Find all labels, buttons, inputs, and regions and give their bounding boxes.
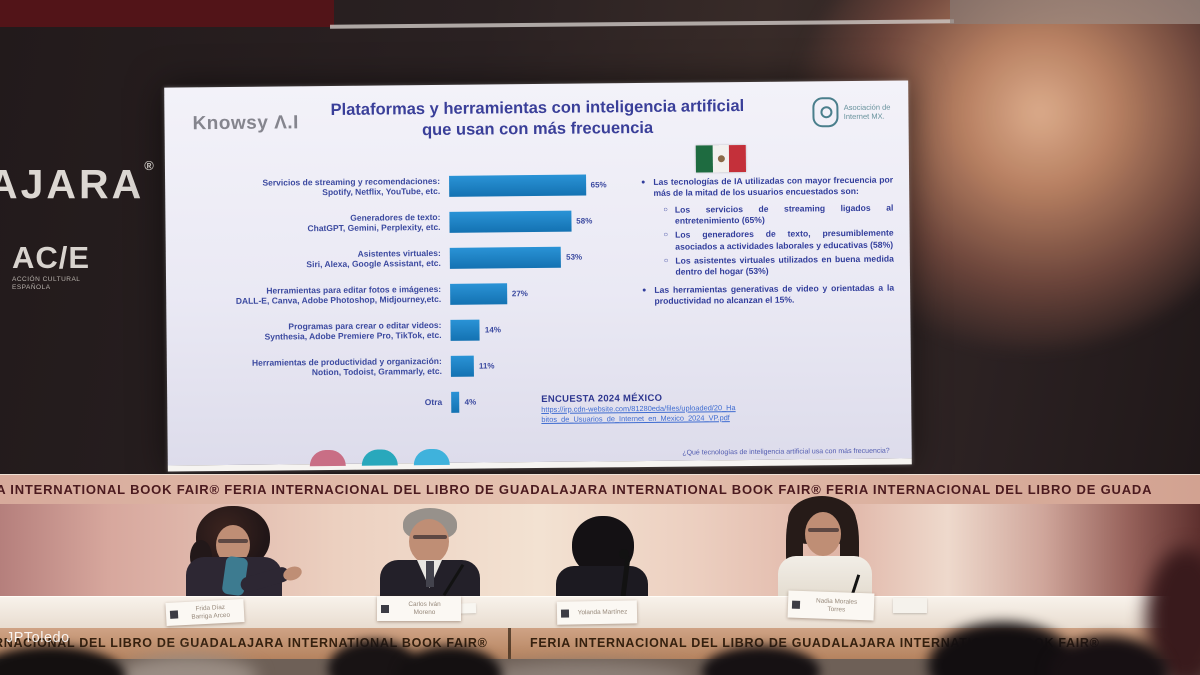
guadalajara-wall-sign: AJARA® [0,158,157,207]
slide-footer-question: ¿Qué tecnologías de inteligencia artific… [682,447,890,457]
chart-row: Asistentes virtuales: Siri, Alexa, Google… [306,246,583,270]
upper-fil-banner: RA INTERNATIONAL BOOK FAIR® FERIA INTERN… [0,474,1200,504]
source-link: https://irp.cdn-website.com/81280eda/fil… [541,403,736,424]
chart-row: Generadores de texto: ChatGPT, Gemini, Pe… [307,210,593,234]
internet-mx-logo: Asociación de Internet MX. [812,97,891,128]
slide-title: Plataformas y herramientas con inteligen… [330,97,745,140]
photo-watermark: JPToledo [6,630,70,646]
social-icon-blue [413,448,450,466]
nameplate-3: Yolanda Martínez [556,600,638,625]
chart-row: Servicios de streaming y recomendaciones… [262,174,607,198]
banner-divider [508,628,511,659]
tie [426,561,434,587]
bar-chart: Servicios de streaming y recomendaciones… [177,173,634,429]
ceiling-maroon-panel [0,0,334,27]
nameplate-1: Frida Díaz Barriga Arceo [165,598,245,627]
source-block: ENCUESTA 2024 MÉXICO https://irp.cdn-web… [541,392,791,425]
chart-row: Herramientas de productividad y organiza… [251,355,495,378]
bar [449,210,572,233]
fil-logo-icon [381,604,389,613]
internet-mx-logo-icon [812,97,839,128]
nameplate-4: Nadia Morales Torres [787,590,875,621]
audience-head [118,656,258,675]
social-icon-teal [361,449,398,466]
audience-head [480,662,690,675]
projection-screen: Knowsy Λ.I Plataformas y herramientas co… [164,80,912,472]
bar [450,355,475,377]
social-icons [309,448,450,467]
bar [450,282,507,305]
fil-logo-icon [169,609,179,619]
insights-column: ● Las tecnologías de IA utilizadas con ma… [641,174,895,306]
chart-row: Herramientas para editar fotos e imágene… [235,282,528,306]
microphone-head-icon [619,549,629,559]
fil-logo-icon [791,600,801,609]
nameplate-2: Carlos Iván Moreno [377,596,461,621]
bar [449,174,586,197]
fil-logo-icon [560,608,570,618]
bar [451,391,460,413]
mexico-flag-icon [695,144,747,173]
bar [449,246,562,269]
tissue-box [893,598,927,613]
chart-row: Programas para crear o editar videos: Syn… [264,319,501,342]
ceiling-light-band [950,0,1200,24]
social-icon-pink [309,449,346,467]
bar [450,319,481,341]
ace-logo: AC/E ACCIÓN CULTURAL ESPAÑOLA [12,240,91,292]
